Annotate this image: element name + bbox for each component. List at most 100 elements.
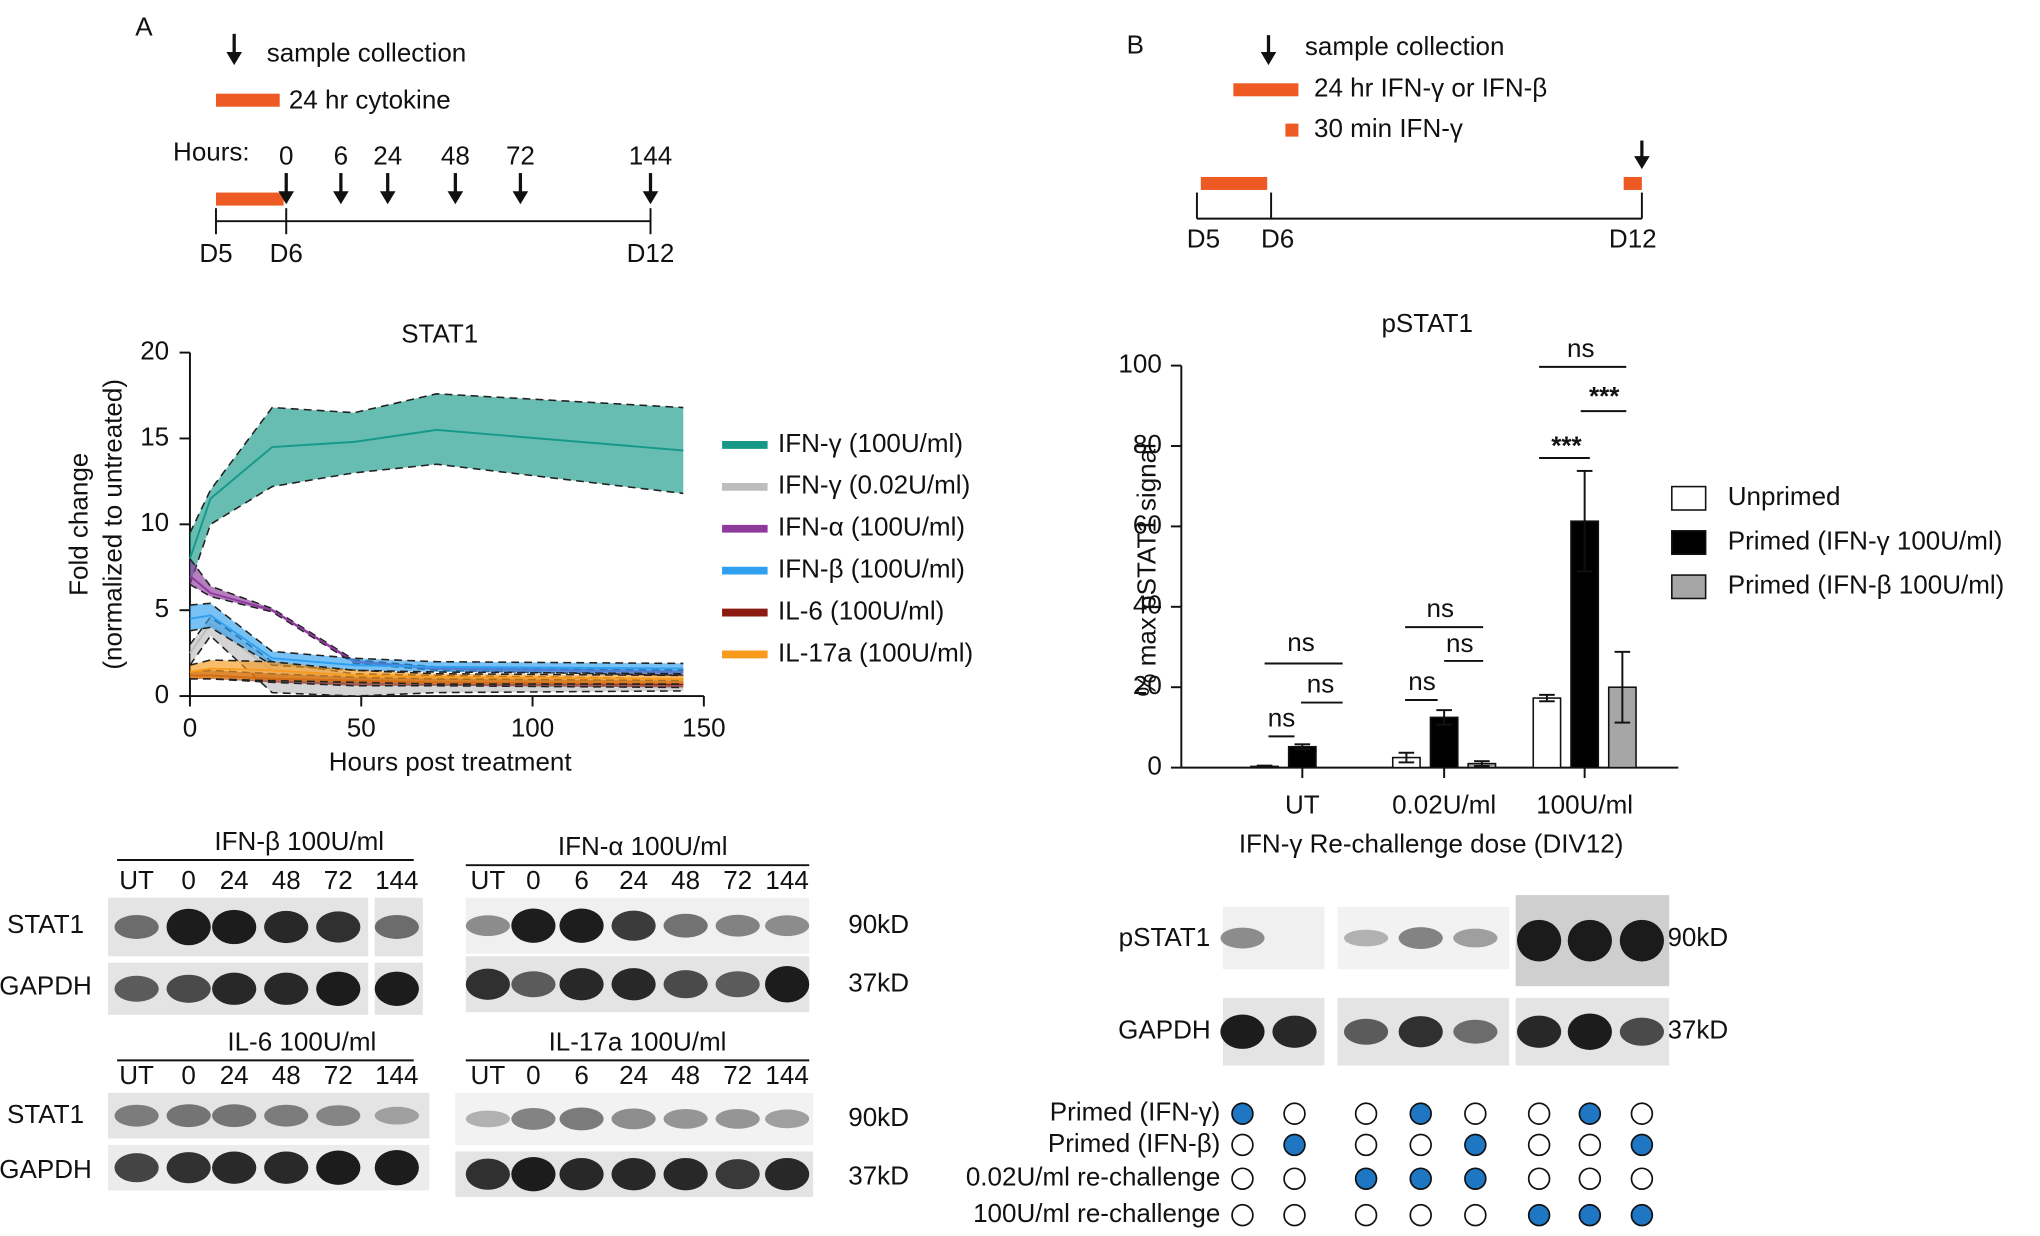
lane-label: 0 [181,865,195,895]
blot-band [316,1150,361,1185]
blot-band [264,910,309,944]
arrow-head [512,191,529,205]
condition-dot [1578,1203,1602,1227]
blot-band [1453,928,1498,948]
label: D5 [199,238,232,268]
lane-label: UT [119,865,154,895]
blot-band [511,908,556,943]
band-edge [189,659,684,677]
legend-label: Primed (IFN-β 100U/ml) [1728,570,2005,600]
blot-band [715,1109,760,1129]
significance: ns [1268,702,1295,732]
band [189,393,684,585]
treatment-bar [1285,123,1299,137]
significance: ns [1287,627,1314,657]
blot-band [316,1105,361,1127]
blot [1337,906,1510,970]
blot-band [611,1158,656,1191]
treatment-bar [215,192,284,206]
blot-band [611,1108,656,1130]
condition-dot [1283,1203,1306,1227]
blot-band [166,908,211,946]
y-tick-label: 10 [140,507,169,537]
blot-band [1453,1019,1498,1044]
blot [107,1092,430,1139]
y-tick-label: 80 [1133,429,1162,459]
label: Hours: [173,136,250,166]
blot-band [663,1158,708,1191]
lane-label: 72 [324,865,353,895]
lane-label: 72 [324,1060,353,1090]
legend-label: IFN-γ (100U/ml) [778,428,963,458]
condition-dot [1283,1102,1306,1125]
condition-label: Primed (IFN-β) [1048,1128,1221,1158]
lane-label: 72 [723,1060,752,1090]
blot-band [374,1149,419,1186]
condition-dot [1464,1203,1487,1227]
significance: ns [1446,628,1473,658]
error-bar [1539,693,1555,703]
blot-band [166,974,211,1003]
lane-label: 0 [526,865,540,895]
error-bar [1474,760,1490,767]
blot-band [559,908,604,943]
y-tick-label: 15 [140,421,169,451]
lane-label: 0 [526,1060,540,1090]
lane-label: UT [119,1060,154,1090]
band-edge [189,634,684,697]
lane-label: 0 [181,1060,195,1090]
mean-line [189,428,684,559]
band-edge [189,583,684,677]
blot-band [765,1158,810,1191]
blot-band [1220,927,1265,949]
treatment-bar [215,93,280,107]
blot-title: IL-6 100U/ml [227,1026,376,1056]
condition-dot [1354,1167,1378,1190]
blot-band [511,1157,556,1192]
condition-dot [1354,1203,1378,1227]
blot-band [559,968,604,1001]
size-label: 90kD [1667,922,1728,952]
blot-band [212,909,257,945]
arrow-head [447,191,464,205]
blot-title: IL-17a 100U/ml [549,1026,727,1056]
arrow-head [642,191,659,205]
lane-label: 6 [574,865,588,895]
significance: ns [1426,593,1453,623]
condition-label: 0.02U/ml re-challenge [966,1162,1221,1192]
blot-band [166,1104,211,1128]
blot-band [114,975,159,1002]
error-bar [1614,650,1631,724]
blot-band [715,914,760,937]
blot-band [1516,919,1562,962]
blot-band [1272,1015,1317,1048]
band-edge [189,602,684,665]
lane-label: 72 [723,865,752,895]
band-edge [189,678,684,685]
condition-dot [1630,1203,1654,1227]
row-label: GAPDH [1118,1015,1211,1045]
blot-band [374,971,419,1006]
label: D12 [627,238,675,268]
label: 48 [441,140,470,170]
panel-label: B [1127,30,1144,60]
label: D12 [1609,224,1657,254]
legend-swatch [1671,485,1707,511]
blot-band [264,1151,309,1184]
significance: ns [1307,669,1334,699]
blot-band [559,1158,604,1191]
blot-band [1343,929,1389,947]
blot-band [715,971,760,998]
label: D5 [1187,224,1220,254]
significance: *** [1551,430,1582,460]
condition-dot [1283,1167,1306,1190]
condition-dot [1527,1102,1551,1125]
row-label: STAT1 [7,909,84,939]
blot-band [166,1152,211,1184]
blot-band [1398,1016,1443,1048]
condition-dot [1630,1133,1654,1157]
blot-title: IFN-α 100U/ml [558,831,728,861]
lane-label: 6 [574,1060,588,1090]
y-axis-label: % max pSTAT1 signal [1132,443,1162,697]
